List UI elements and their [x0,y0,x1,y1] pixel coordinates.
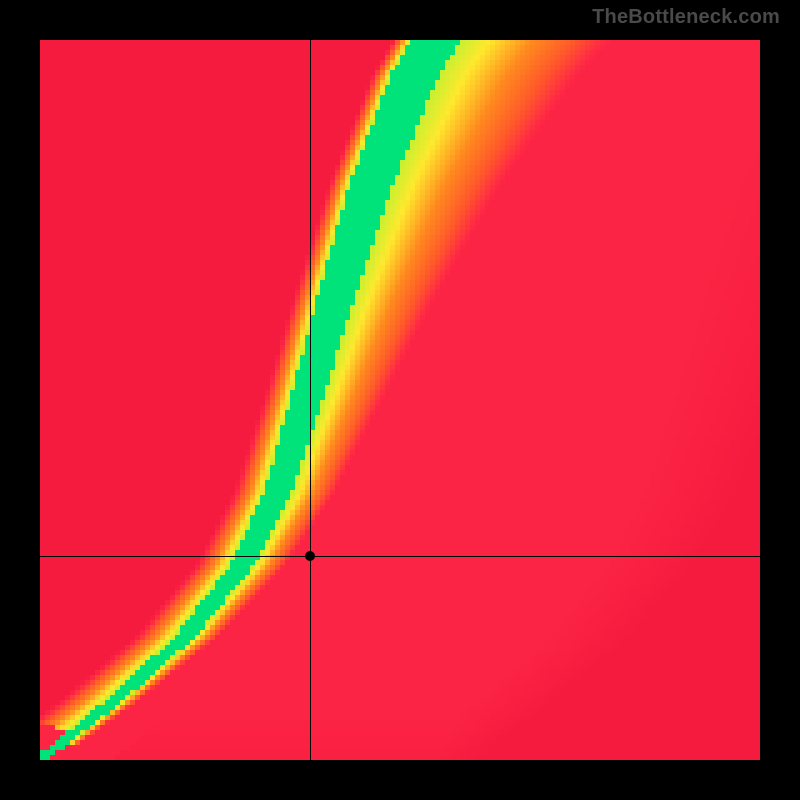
crosshair-marker [305,551,315,561]
crosshair-horizontal [40,556,760,557]
heatmap-canvas [40,40,760,760]
crosshair-vertical [310,40,311,760]
attribution-text: TheBottleneck.com [592,6,780,29]
plot-area [40,40,760,760]
chart-container: TheBottleneck.com [0,0,800,800]
